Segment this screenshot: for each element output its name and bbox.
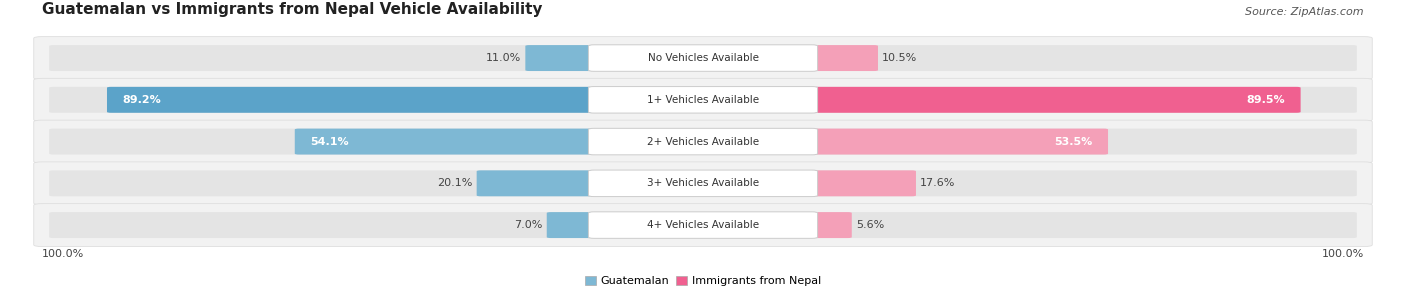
Text: 89.2%: 89.2%	[122, 95, 162, 105]
FancyBboxPatch shape	[813, 170, 1357, 196]
FancyBboxPatch shape	[547, 212, 593, 238]
FancyBboxPatch shape	[813, 45, 1357, 71]
FancyBboxPatch shape	[34, 37, 1372, 80]
FancyBboxPatch shape	[34, 78, 1372, 121]
Text: 53.5%: 53.5%	[1054, 137, 1092, 146]
FancyBboxPatch shape	[813, 129, 1108, 154]
Text: No Vehicles Available: No Vehicles Available	[648, 53, 758, 63]
FancyBboxPatch shape	[49, 87, 593, 113]
Text: 100.0%: 100.0%	[1322, 249, 1364, 259]
Legend: Guatemalan, Immigrants from Nepal: Guatemalan, Immigrants from Nepal	[585, 276, 821, 286]
FancyBboxPatch shape	[49, 170, 593, 196]
FancyBboxPatch shape	[49, 212, 593, 238]
FancyBboxPatch shape	[526, 45, 593, 71]
FancyBboxPatch shape	[813, 87, 1301, 113]
Text: Guatemalan vs Immigrants from Nepal Vehicle Availability: Guatemalan vs Immigrants from Nepal Vehi…	[42, 2, 543, 17]
FancyBboxPatch shape	[813, 45, 877, 71]
Text: 17.6%: 17.6%	[920, 178, 956, 188]
Text: 4+ Vehicles Available: 4+ Vehicles Available	[647, 220, 759, 230]
FancyBboxPatch shape	[34, 204, 1372, 247]
FancyBboxPatch shape	[813, 170, 915, 196]
FancyBboxPatch shape	[588, 87, 818, 113]
FancyBboxPatch shape	[588, 128, 818, 155]
Text: 7.0%: 7.0%	[515, 220, 543, 230]
FancyBboxPatch shape	[49, 129, 593, 154]
FancyBboxPatch shape	[813, 212, 852, 238]
FancyBboxPatch shape	[813, 212, 1357, 238]
FancyBboxPatch shape	[588, 212, 818, 238]
FancyBboxPatch shape	[49, 45, 593, 71]
Text: 100.0%: 100.0%	[42, 249, 84, 259]
Text: 11.0%: 11.0%	[486, 53, 522, 63]
FancyBboxPatch shape	[107, 87, 593, 113]
Text: 2+ Vehicles Available: 2+ Vehicles Available	[647, 137, 759, 146]
Text: 5.6%: 5.6%	[856, 220, 884, 230]
FancyBboxPatch shape	[813, 129, 1357, 154]
FancyBboxPatch shape	[477, 170, 593, 196]
Text: 10.5%: 10.5%	[882, 53, 918, 63]
Text: 54.1%: 54.1%	[311, 137, 349, 146]
Text: 1+ Vehicles Available: 1+ Vehicles Available	[647, 95, 759, 105]
FancyBboxPatch shape	[295, 129, 593, 154]
FancyBboxPatch shape	[588, 170, 818, 196]
FancyBboxPatch shape	[588, 45, 818, 71]
Text: 3+ Vehicles Available: 3+ Vehicles Available	[647, 178, 759, 188]
Text: Source: ZipAtlas.com: Source: ZipAtlas.com	[1246, 7, 1364, 17]
FancyBboxPatch shape	[34, 120, 1372, 163]
FancyBboxPatch shape	[34, 162, 1372, 205]
Text: 89.5%: 89.5%	[1247, 95, 1285, 105]
Text: 20.1%: 20.1%	[437, 178, 472, 188]
FancyBboxPatch shape	[813, 87, 1357, 113]
